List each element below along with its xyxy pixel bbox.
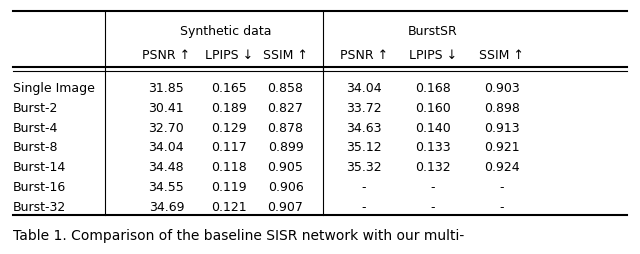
Text: -: - (362, 200, 366, 213)
Text: 0.905: 0.905 (268, 161, 303, 174)
Text: 0.165: 0.165 (211, 82, 247, 94)
Text: 0.129: 0.129 (211, 121, 247, 134)
Text: 34.48: 34.48 (148, 161, 184, 174)
Text: LPIPS ↓: LPIPS ↓ (205, 48, 253, 61)
Text: 34.04: 34.04 (148, 141, 184, 154)
Text: 34.63: 34.63 (346, 121, 381, 134)
Text: 0.906: 0.906 (268, 181, 303, 194)
Text: 0.913: 0.913 (484, 121, 520, 134)
Text: -: - (362, 181, 366, 194)
Text: 31.85: 31.85 (148, 82, 184, 94)
Text: 0.924: 0.924 (484, 161, 520, 174)
Text: 0.878: 0.878 (268, 121, 303, 134)
Text: SSIM ↑: SSIM ↑ (263, 48, 308, 61)
Text: Burst-32: Burst-32 (13, 200, 66, 213)
Text: 0.858: 0.858 (268, 82, 303, 94)
Text: Burst-4: Burst-4 (13, 121, 58, 134)
Text: 0.118: 0.118 (211, 161, 247, 174)
Text: Burst-2: Burst-2 (13, 101, 58, 114)
Text: -: - (431, 200, 435, 213)
Text: 0.827: 0.827 (268, 101, 303, 114)
Text: 34.04: 34.04 (346, 82, 381, 94)
Text: SSIM ↑: SSIM ↑ (479, 48, 524, 61)
Text: 0.903: 0.903 (484, 82, 520, 94)
Text: 0.160: 0.160 (415, 101, 451, 114)
Text: 0.121: 0.121 (211, 200, 247, 213)
Text: 0.189: 0.189 (211, 101, 247, 114)
Text: Burst-8: Burst-8 (13, 141, 58, 154)
Text: 33.72: 33.72 (346, 101, 381, 114)
Text: 35.32: 35.32 (346, 161, 381, 174)
Text: 0.117: 0.117 (211, 141, 247, 154)
Text: PSNR ↑: PSNR ↑ (142, 48, 190, 61)
Text: 32.70: 32.70 (148, 121, 184, 134)
Text: 0.119: 0.119 (211, 181, 247, 194)
Text: -: - (431, 181, 435, 194)
Text: LPIPS ↓: LPIPS ↓ (409, 48, 457, 61)
Text: Burst-16: Burst-16 (13, 181, 66, 194)
Text: 0.898: 0.898 (484, 101, 520, 114)
Text: Single Image: Single Image (13, 82, 95, 94)
Text: Synthetic data: Synthetic data (180, 25, 271, 38)
Text: 0.132: 0.132 (415, 161, 451, 174)
Text: 0.907: 0.907 (268, 200, 303, 213)
Text: 0.133: 0.133 (415, 141, 451, 154)
Text: 35.12: 35.12 (346, 141, 381, 154)
Text: 0.921: 0.921 (484, 141, 520, 154)
Text: BurstSR: BurstSR (408, 25, 458, 38)
Text: -: - (500, 200, 504, 213)
Text: 0.140: 0.140 (415, 121, 451, 134)
Text: 0.899: 0.899 (268, 141, 303, 154)
Text: Table 1. Comparison of the baseline SISR network with our multi-: Table 1. Comparison of the baseline SISR… (13, 228, 464, 242)
Text: 30.41: 30.41 (148, 101, 184, 114)
Text: -: - (500, 181, 504, 194)
Text: 34.69: 34.69 (148, 200, 184, 213)
Text: 34.55: 34.55 (148, 181, 184, 194)
Text: PSNR ↑: PSNR ↑ (340, 48, 388, 61)
Text: Burst-14: Burst-14 (13, 161, 66, 174)
Text: 0.168: 0.168 (415, 82, 451, 94)
